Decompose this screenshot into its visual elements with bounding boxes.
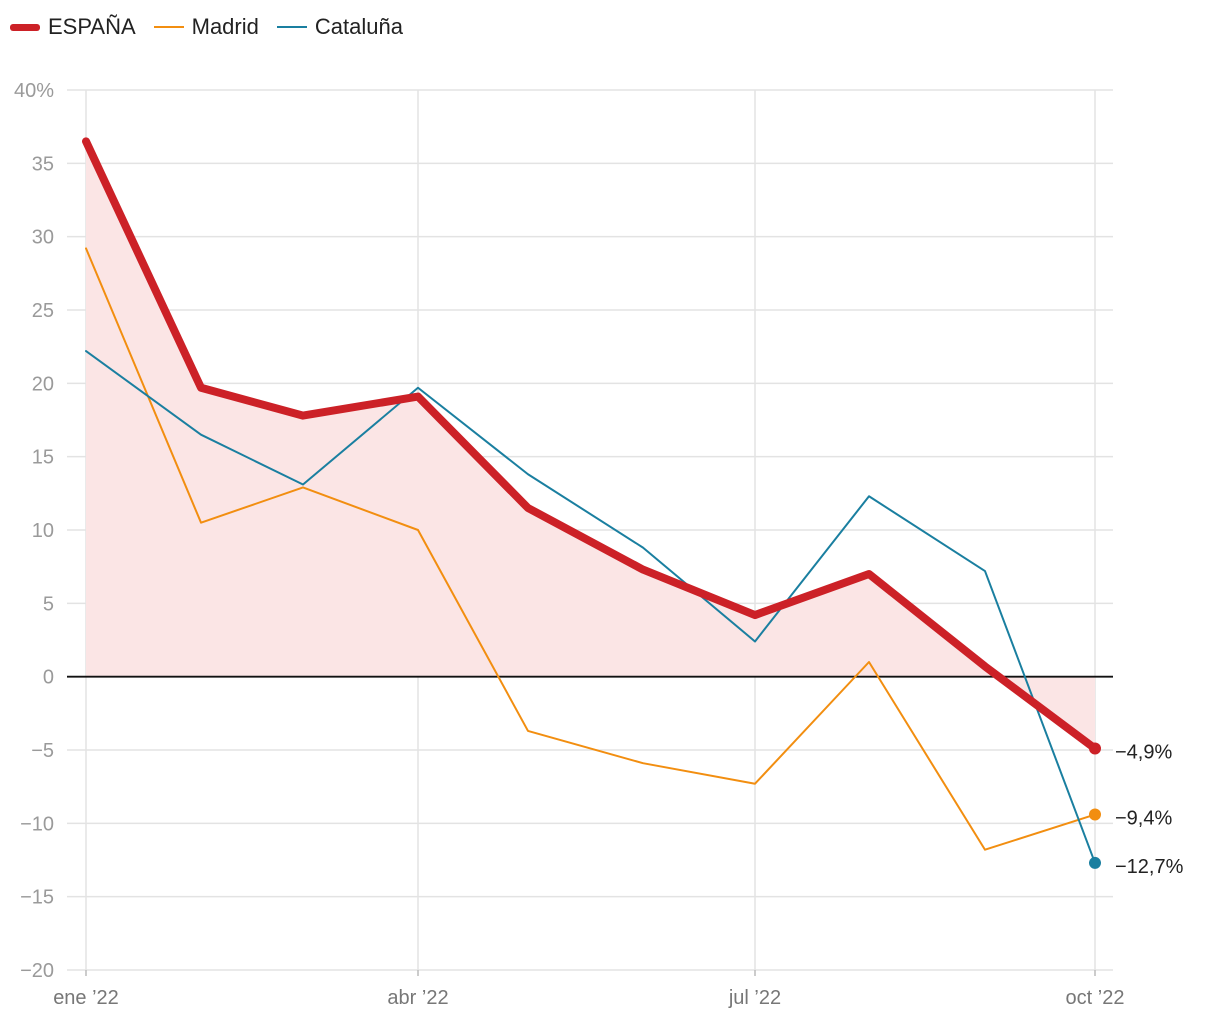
- end-value-label: −4,9%: [1115, 742, 1172, 764]
- legend-swatch-madrid: [153, 26, 184, 28]
- x-tick-label: ene ’22: [53, 987, 119, 1009]
- legend-label-cataluna: Cataluña: [314, 14, 403, 39]
- area-layer: [86, 141, 1095, 749]
- y-tick-label: −10: [20, 813, 54, 835]
- legend: ESPAÑA Madrid Cataluña: [10, 14, 421, 40]
- legend-item-espana: ESPAÑA: [10, 14, 136, 40]
- x-tick-label: oct ’22: [1066, 987, 1125, 1009]
- y-tick-label: 30: [32, 227, 54, 249]
- y-tick-label: 5: [43, 593, 54, 615]
- end-value-label: −12,7%: [1115, 856, 1184, 878]
- end-point-0: [1089, 742, 1101, 755]
- y-tick-label: −5: [31, 740, 54, 762]
- y-tick-label: 25: [32, 300, 54, 322]
- legend-label-madrid: Madrid: [191, 14, 259, 39]
- y-tick-label: −15: [20, 887, 54, 909]
- labels: 40% 35 30 25 20 15 10 5 0 −5 −10 −15 −20 ene ’22 abr ’…: [14, 80, 1184, 1009]
- series-lines: [82, 137, 1099, 864]
- x-tick-label: abr ’22: [387, 987, 448, 1009]
- legend-label-espana: ESPAÑA: [48, 14, 136, 39]
- end-value-label: −9,4%: [1115, 808, 1172, 830]
- legend-swatch-espana: [10, 23, 40, 31]
- end-point-2: [1089, 856, 1101, 869]
- legend-item-madrid: Madrid: [153, 14, 259, 40]
- x-tick-label: jul ’22: [728, 987, 781, 1009]
- y-tick-label: 15: [32, 447, 54, 469]
- end-points: [1089, 742, 1101, 869]
- y-tick-label: 35: [32, 153, 54, 175]
- y-tick-label: −20: [20, 960, 54, 982]
- series-line-1: [85, 247, 1096, 851]
- series-line-2: [85, 350, 1096, 864]
- legend-swatch-cataluna: [276, 26, 307, 28]
- area-0: [86, 141, 1095, 749]
- y-tick-label: 10: [32, 520, 54, 542]
- end-point-1: [1089, 808, 1101, 821]
- series-line-0: [82, 137, 1099, 753]
- legend-item-cataluna: Cataluña: [276, 14, 403, 40]
- y-tick-label: 0: [43, 667, 54, 689]
- y-tick-label: 20: [32, 373, 54, 395]
- y-tick-label: 40%: [14, 80, 54, 102]
